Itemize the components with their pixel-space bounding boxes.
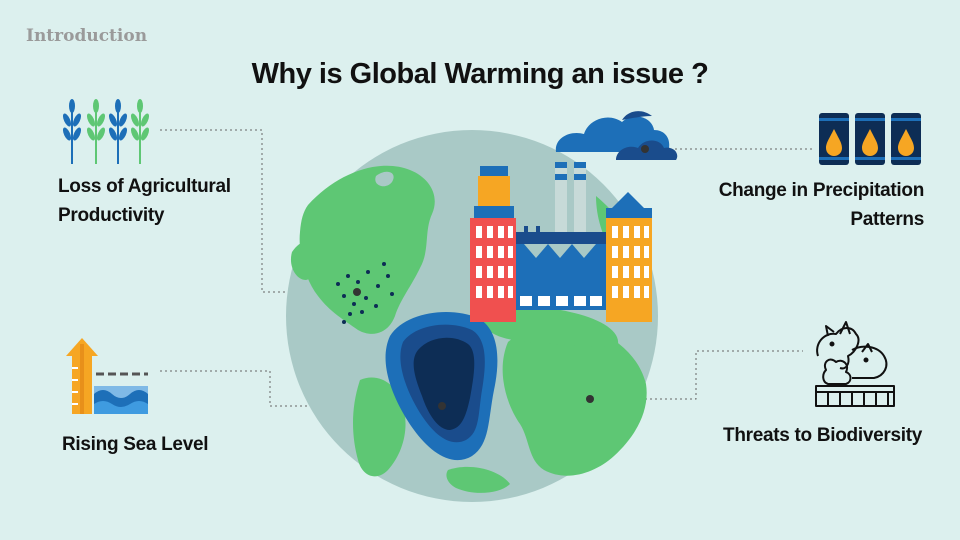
section-label: Introduction	[26, 26, 148, 46]
continent-africa	[502, 323, 647, 476]
animals-icon	[815, 321, 895, 407]
sea-level-rise-icon	[66, 338, 148, 414]
label-agricultural-productivity: Loss of Agricultural Productivity	[58, 176, 231, 226]
label-precipitation-patterns: Change in Precipitation Patterns	[718, 180, 925, 230]
label-rising-sea-level: Rising Sea Level	[62, 434, 209, 455]
clouds	[555, 111, 678, 160]
connector-dots	[353, 145, 649, 410]
continent-south-america	[353, 377, 406, 477]
water-barrels-icon	[819, 113, 921, 165]
continent-north-america	[299, 165, 435, 334]
label-biodiversity: Threats to Biodiversity	[723, 425, 922, 446]
connector-biodiversity	[590, 350, 803, 400]
crop-dots	[336, 262, 394, 324]
factory	[470, 162, 652, 322]
slide-title: Why is Global Warming an issue ?	[251, 58, 709, 90]
wheat-icon	[62, 99, 150, 164]
